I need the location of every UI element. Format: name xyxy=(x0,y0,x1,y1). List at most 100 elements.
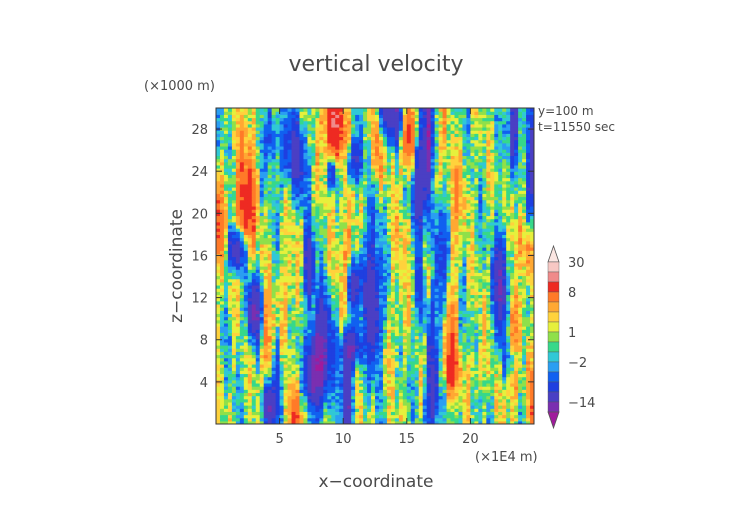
field-cell xyxy=(323,326,328,330)
field-cell xyxy=(235,370,241,375)
field-cell xyxy=(251,338,257,343)
field-cell xyxy=(347,379,352,384)
field-cell xyxy=(291,300,297,305)
field-cell xyxy=(327,351,332,356)
field-cell xyxy=(414,363,420,368)
field-cell xyxy=(251,345,257,349)
field-cell xyxy=(319,284,324,289)
field-cell xyxy=(371,297,376,302)
field-cell xyxy=(283,231,289,235)
field-cell xyxy=(307,363,312,368)
field-cell xyxy=(247,363,253,368)
field-cell xyxy=(442,228,448,232)
field-cell xyxy=(458,370,464,375)
field-cell xyxy=(418,275,424,280)
field-cell xyxy=(458,281,464,286)
field-cell xyxy=(450,414,456,419)
field-cell xyxy=(263,262,269,267)
field-cell xyxy=(394,401,400,406)
field-cell xyxy=(327,420,332,424)
field-cell xyxy=(394,266,400,270)
field-cell xyxy=(339,278,344,283)
field-cell xyxy=(442,269,448,273)
field-cell xyxy=(422,357,428,362)
field-cell xyxy=(251,405,257,409)
field-cell xyxy=(522,278,527,283)
field-cell xyxy=(323,266,328,270)
field-cell xyxy=(446,240,452,245)
field-cell xyxy=(287,259,293,264)
field-cell xyxy=(514,231,519,235)
field-cell xyxy=(438,281,444,286)
field-cell xyxy=(462,389,468,393)
field-cell xyxy=(243,398,249,403)
field-cell xyxy=(442,240,448,245)
field-cell xyxy=(486,291,491,296)
field-cell xyxy=(299,256,305,261)
field-cell xyxy=(271,243,277,248)
field-cell xyxy=(498,345,503,349)
field-cell xyxy=(323,275,328,280)
field-cell xyxy=(486,348,491,352)
field-cell xyxy=(490,420,495,424)
field-cell xyxy=(247,237,253,242)
field-cell xyxy=(414,348,420,352)
field-cell xyxy=(299,401,305,406)
field-cell xyxy=(430,363,436,368)
field-cell xyxy=(498,329,503,333)
field-cell xyxy=(355,414,360,419)
field-cell xyxy=(410,303,416,308)
field-cell xyxy=(478,401,483,406)
field-cell xyxy=(335,376,340,381)
field-cell xyxy=(299,354,305,359)
field-cell xyxy=(418,288,424,292)
field-cell xyxy=(382,322,388,327)
field-cell xyxy=(259,392,265,397)
field-cell xyxy=(526,243,531,248)
field-cell xyxy=(275,310,281,314)
field-cell xyxy=(255,307,261,311)
field-cell xyxy=(263,303,269,308)
field-cell xyxy=(434,300,440,305)
field-cell xyxy=(478,237,483,242)
field-cell xyxy=(227,319,233,324)
field-cell xyxy=(223,300,229,305)
field-cell xyxy=(243,294,249,299)
field-cell xyxy=(406,329,412,333)
field-cell xyxy=(371,303,376,308)
field-cell xyxy=(287,329,293,333)
field-cell xyxy=(291,401,297,406)
field-cell xyxy=(327,370,332,375)
field-cell xyxy=(287,291,293,296)
field-cell xyxy=(323,310,328,314)
field-cell xyxy=(367,414,372,419)
field-cell xyxy=(410,351,416,356)
field-cell xyxy=(462,266,468,270)
field-cell xyxy=(239,228,245,232)
field-cell xyxy=(382,363,388,368)
field-cell xyxy=(398,313,404,318)
field-cell xyxy=(506,240,511,245)
field-cell xyxy=(287,300,293,305)
field-cell xyxy=(462,316,468,321)
field-cell xyxy=(498,272,503,277)
field-cell xyxy=(283,250,289,254)
field-cell xyxy=(458,256,464,261)
field-cell xyxy=(231,398,237,403)
field-cell xyxy=(378,316,384,321)
field-cell xyxy=(267,256,273,261)
field-cell xyxy=(311,386,316,390)
field-cell xyxy=(382,247,388,251)
field-cell xyxy=(526,266,531,270)
field-cell xyxy=(283,382,289,387)
field-cell xyxy=(279,224,285,229)
field-cell xyxy=(502,332,507,337)
field-cell xyxy=(470,386,475,390)
field-cell xyxy=(474,319,479,324)
field-cell xyxy=(442,313,448,318)
field-cell xyxy=(247,348,253,352)
field-cell xyxy=(307,281,312,286)
field-cell xyxy=(518,319,523,324)
field-cell xyxy=(502,322,507,327)
field-cell xyxy=(434,297,440,302)
